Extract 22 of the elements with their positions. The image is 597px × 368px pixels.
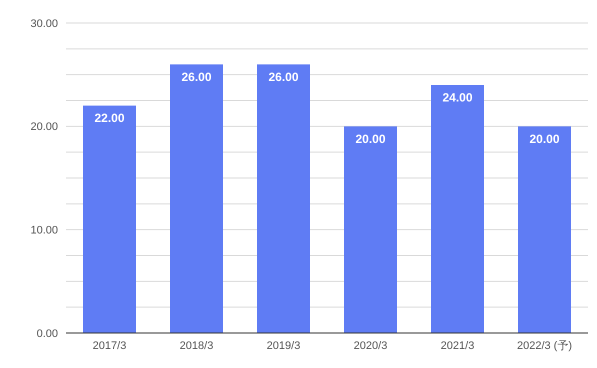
y-tick-label: 0.00: [36, 328, 58, 340]
data-label: 22.00: [94, 111, 125, 126]
x-tick-label: 2020/3: [354, 340, 388, 352]
x-tick-label: 2017/3: [92, 340, 126, 352]
data-label: 26.00: [268, 70, 299, 84]
x-tick-label: 2018/3: [180, 340, 214, 352]
x-tick-label: 2019/3: [266, 340, 300, 352]
data-label: 20.00: [355, 132, 386, 146]
data-label: 24.00: [442, 90, 473, 105]
bar: [170, 64, 223, 333]
y-tick-label: 10.00: [30, 224, 58, 237]
x-tick-label: 2021/3: [440, 340, 474, 352]
bar: [344, 126, 397, 333]
data-label: 20.00: [529, 132, 560, 146]
bar: [257, 64, 310, 333]
bar: [431, 85, 484, 333]
data-label: 26.00: [181, 70, 212, 84]
bar: [518, 126, 571, 333]
x-tick-label: 2022/3 (予): [516, 340, 572, 352]
y-tick-label: 20.00: [30, 121, 58, 134]
bar: [83, 106, 136, 333]
y-tick-label: 30.00: [30, 18, 58, 30]
